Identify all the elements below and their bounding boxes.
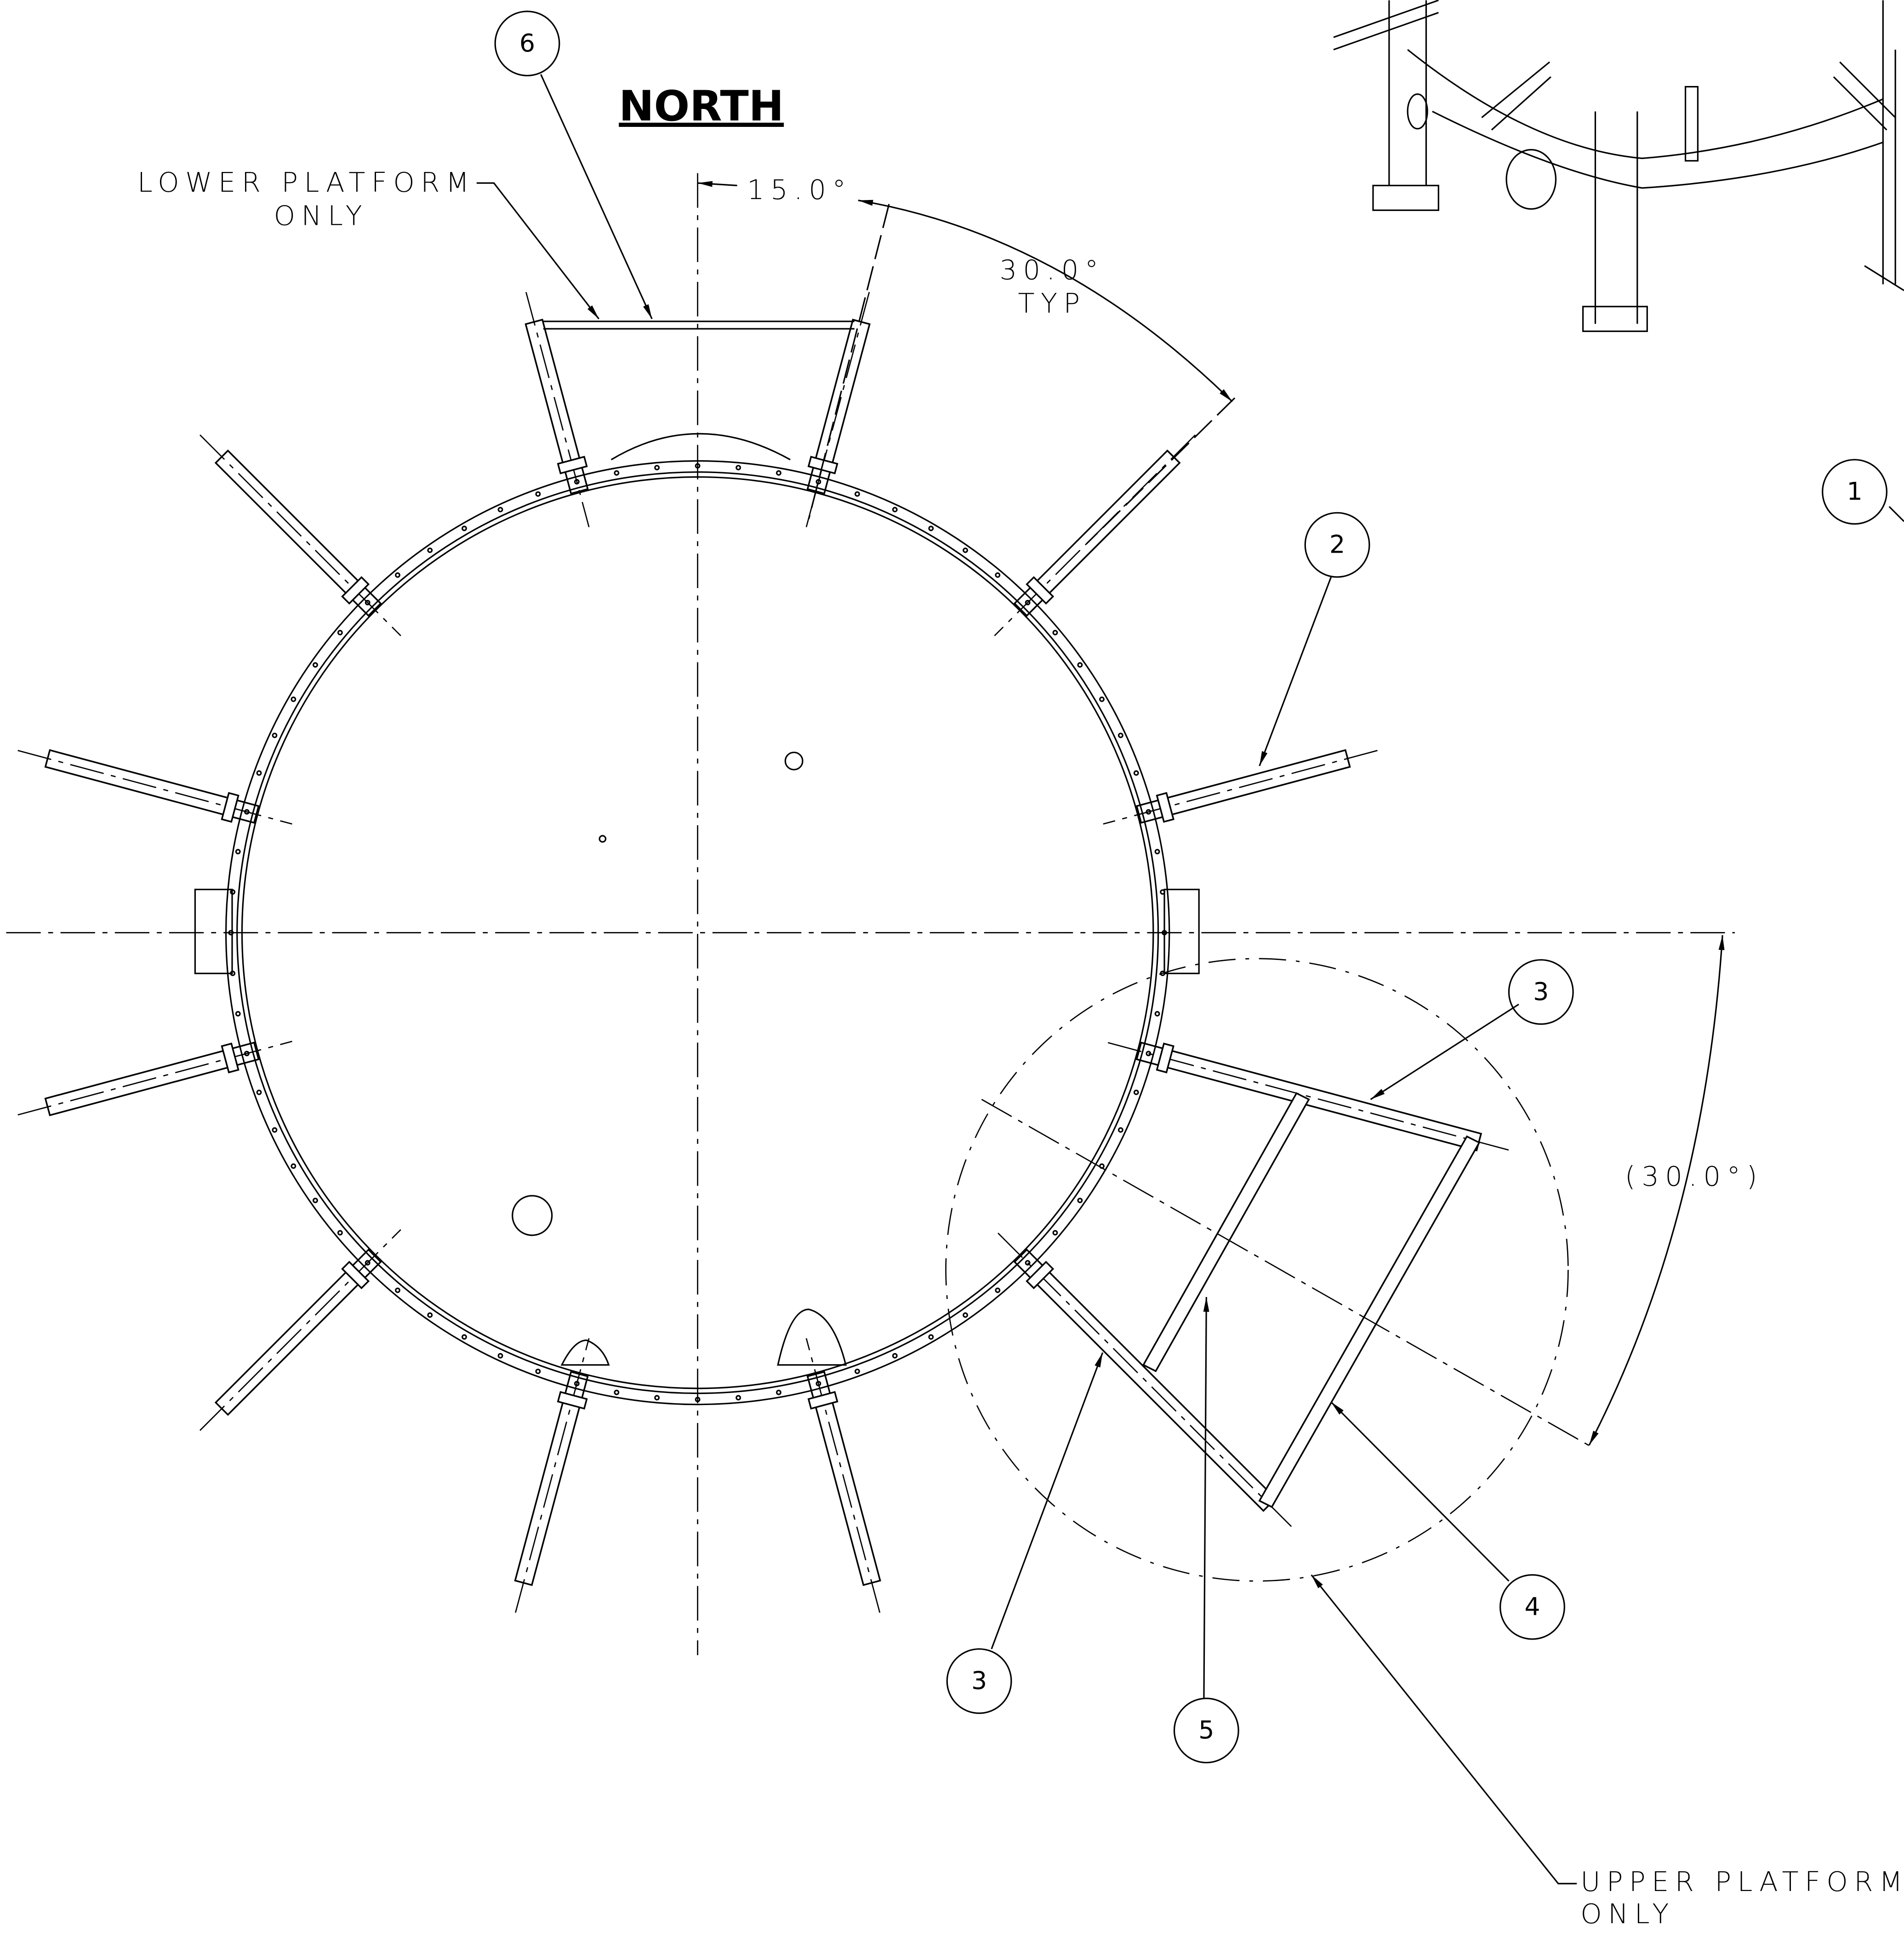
balloon-label: 5	[1198, 1715, 1214, 1744]
dimension-text: 30.0°	[999, 254, 1104, 286]
balloon-label: 2	[1329, 530, 1345, 559]
balloon-label: 1	[1847, 477, 1862, 506]
dimension-text: TYP	[1018, 287, 1086, 319]
note: LOWER PLATFORM	[137, 166, 475, 198]
balloon-label: 4	[1524, 1592, 1540, 1621]
balloon-label: 3	[1533, 977, 1549, 1006]
balloon-label: 6	[519, 29, 535, 57]
note: ONLY	[274, 200, 369, 231]
note: UPPER PLATFORM	[1580, 1866, 1904, 1897]
background	[0, 0, 1904, 1937]
title: NORTH	[619, 81, 784, 131]
balloon-label: 3	[971, 1666, 987, 1695]
dimension-text: 15.0°	[747, 174, 852, 206]
dimension-text: (30.0°)	[1625, 1160, 1763, 1192]
note: ONLY	[1580, 1898, 1675, 1930]
drawing: NORTH LOWER PLATFORM ONLY 15.0° 30.0° TY…	[0, 0, 1904, 1937]
